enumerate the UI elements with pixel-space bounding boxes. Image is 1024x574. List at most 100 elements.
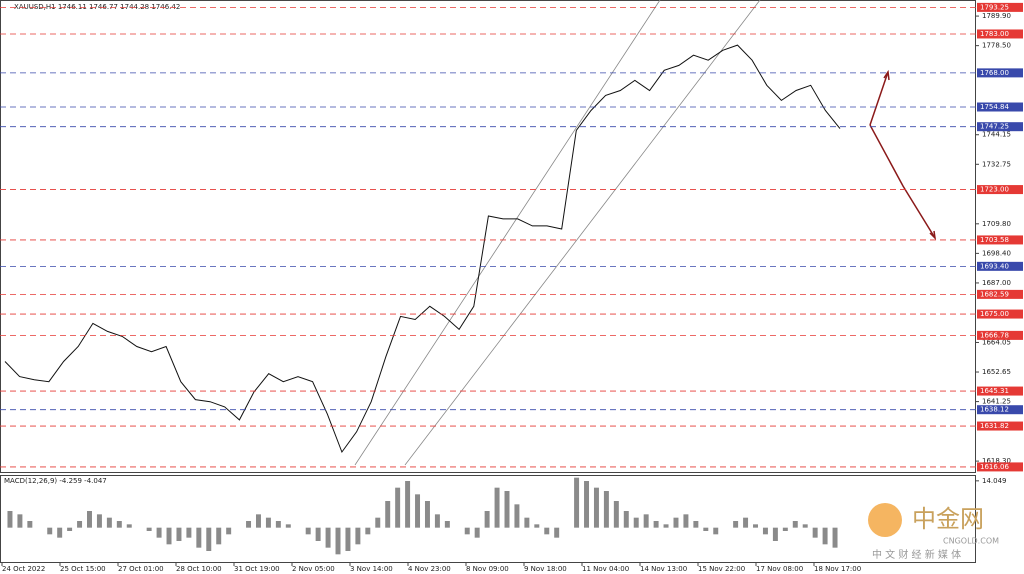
macd-bar (57, 527, 63, 538)
macd-bar (47, 527, 53, 535)
macd-bar (673, 517, 679, 528)
x-tick-label: 8 Nov 09:00 (466, 565, 509, 573)
macd-bar (67, 527, 73, 531)
macd-bar (434, 514, 440, 528)
macd-bar (395, 487, 401, 528)
macd-bar (255, 514, 261, 528)
level-label: 1723.00 (980, 186, 1009, 194)
x-tick-label: 9 Nov 18:00 (524, 565, 567, 573)
macd-bar (265, 517, 271, 528)
macd-bar (7, 511, 13, 528)
macd-bar (464, 527, 470, 535)
macd-bar (802, 524, 808, 528)
x-tick-label: 14 Nov 13:00 (640, 565, 687, 573)
x-tick-label: 2 Nov 05:00 (292, 565, 335, 573)
main-frame (0, 0, 976, 473)
macd-bar (17, 514, 23, 528)
y-tick-label: 1732.75 (982, 160, 1011, 168)
logo (868, 503, 902, 537)
x-tick-label: 24 Oct 2022 (2, 565, 45, 573)
macd-bar (474, 527, 480, 538)
x-tick-label: 17 Nov 08:00 (756, 565, 803, 573)
macd-bar (584, 481, 590, 528)
macd-bar (246, 521, 252, 528)
macd-bar (315, 527, 321, 541)
arrow-head (883, 69, 890, 81)
level-label: 1682.59 (980, 290, 1009, 298)
level-tag (977, 261, 1023, 271)
level-label: 1666.78 (980, 331, 1009, 339)
macd-bar (196, 527, 202, 548)
macd-bar (633, 517, 639, 528)
level-tag (977, 289, 1023, 299)
macd-bar (524, 517, 530, 528)
macd-bar (713, 527, 719, 535)
macd-bar (812, 527, 818, 538)
level-tag (977, 68, 1023, 78)
y-tick-label: 14.049 (982, 477, 1007, 485)
level-label: 1645.31 (980, 387, 1009, 395)
macd-bar (504, 491, 510, 528)
macd-bar (593, 487, 599, 528)
macd-bar (415, 494, 421, 528)
macd-bar (733, 521, 739, 528)
level-tag (977, 405, 1023, 415)
y-tick-label: 1709.80 (982, 220, 1011, 228)
macd-bar (355, 527, 361, 545)
macd-bar (743, 517, 749, 528)
level-label: 1693.40 (980, 262, 1009, 270)
x-tick-label: 31 Oct 19:00 (234, 565, 280, 573)
macd-bar (405, 481, 411, 528)
macd-bar (792, 521, 798, 528)
macd-bar (613, 501, 619, 528)
level-label: 1754.84 (980, 103, 1009, 111)
level-tag (977, 462, 1023, 472)
level-tag (977, 421, 1023, 431)
x-tick-label: 27 Oct 01:00 (118, 565, 164, 573)
macd-bar (832, 527, 838, 548)
y-tick-label: 1687.00 (982, 279, 1011, 287)
x-tick-label: 18 Nov 17:00 (814, 565, 861, 573)
macd-bar (603, 491, 609, 528)
channel-line (404, 0, 761, 466)
level-tag (977, 102, 1023, 112)
level-label: 1703.58 (980, 236, 1009, 244)
macd-bar (822, 527, 828, 545)
level-label: 1747.25 (980, 123, 1009, 131)
level-label: 1631.82 (980, 422, 1009, 430)
x-tick-label: 11 Nov 04:00 (582, 565, 629, 573)
level-tag (977, 235, 1023, 245)
macd-bar (176, 527, 182, 541)
level-tag (977, 29, 1023, 39)
macd-bar (27, 521, 33, 528)
macd-title: MACD(12,26,9) -4.259 -4.047 (4, 477, 107, 485)
level-tag (977, 330, 1023, 340)
macd-bar (345, 527, 351, 551)
macd-bar (574, 477, 580, 528)
arrow (869, 71, 889, 126)
macd-bar (703, 527, 709, 531)
watermark-brand: 中金网 (912, 505, 984, 533)
macd-bar (782, 527, 788, 531)
macd-bar (305, 527, 311, 535)
level-tag (977, 309, 1023, 319)
level-tag (977, 386, 1023, 396)
level-label: 1783.00 (980, 30, 1009, 38)
y-tick-label: 1664.05 (982, 338, 1011, 346)
macd-bar (385, 501, 391, 528)
level-tag (977, 185, 1023, 195)
x-tick-label: 4 Nov 23:00 (408, 565, 451, 573)
macd-bar (116, 521, 122, 528)
level-tag (977, 122, 1023, 132)
watermark-site: CNGOLD.COM (943, 537, 999, 546)
y-tick-label: 1641.25 (982, 398, 1011, 406)
macd-bar (226, 527, 232, 535)
macd-bar (77, 521, 83, 528)
macd-bar (484, 511, 490, 528)
y-tick-label: 1652.65 (982, 368, 1011, 376)
arrow-head (929, 230, 937, 241)
y-tick-label: 1778.50 (982, 42, 1011, 50)
level-label: 1768.00 (980, 69, 1009, 77)
chart-title: XAUUSD,H1 1746.11 1746.77 1744.28 1746.4… (14, 3, 180, 11)
macd-frame (0, 475, 976, 563)
